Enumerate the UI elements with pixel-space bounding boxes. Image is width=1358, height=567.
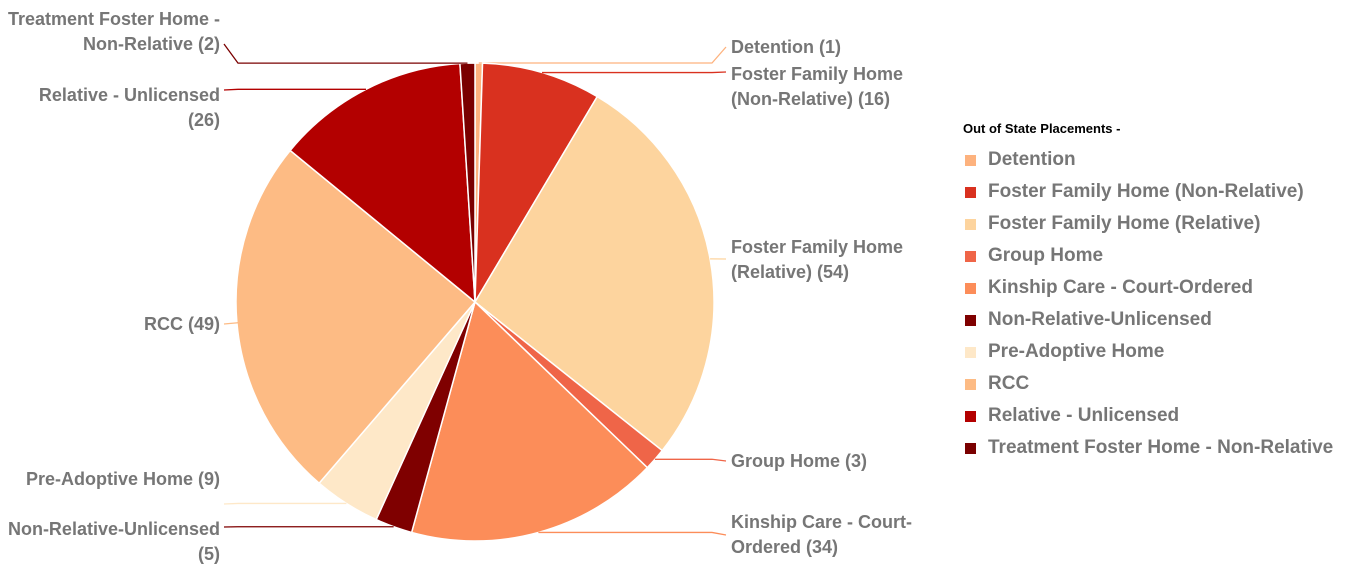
leader-line bbox=[223, 322, 239, 325]
legend-item: Treatment Foster Home - Non-Relative bbox=[965, 435, 1350, 460]
data-label: RCC (49) bbox=[143, 314, 220, 334]
legend-item: Foster Family Home (Non-Relative) bbox=[965, 179, 1350, 204]
legend-label: Kinship Care - Court-Ordered bbox=[988, 277, 1253, 298]
legend-item: Kinship Care - Court-Ordered bbox=[965, 275, 1350, 300]
data-label: Group Home (3) bbox=[731, 451, 868, 471]
pie-slice bbox=[474, 95, 715, 452]
legend-label: Foster Family Home (Relative) bbox=[988, 213, 1261, 234]
legend-label: Treatment Foster Home - Non-Relative bbox=[988, 437, 1334, 458]
legend-swatch bbox=[965, 283, 976, 294]
legend-label: Non-Relative-Unlicensed bbox=[988, 309, 1212, 330]
data-label: Treatment Foster Home - Non-Relative (2) bbox=[7, 9, 220, 54]
leader-line bbox=[478, 46, 727, 64]
data-label: Detention (1) bbox=[731, 37, 841, 57]
legend-swatch bbox=[965, 187, 976, 198]
legend-label: Relative - Unlicensed bbox=[988, 405, 1180, 426]
leader-line bbox=[223, 88, 366, 91]
leader-line bbox=[542, 71, 727, 74]
leader-line bbox=[538, 531, 727, 536]
data-label: Foster Family Home (Relative) (54) bbox=[731, 237, 904, 282]
legend-item: Foster Family Home (Relative) bbox=[965, 211, 1350, 236]
data-label: Relative - Unlicensed (26) bbox=[38, 85, 220, 130]
legend-label: Pre-Adoptive Home bbox=[988, 341, 1165, 362]
legend-label: Group Home bbox=[988, 245, 1104, 266]
legend-title: Out of State Placements - bbox=[963, 121, 1121, 136]
pie-slice bbox=[289, 62, 476, 304]
legend-item: Pre-Adoptive Home bbox=[965, 339, 1350, 364]
legend-label: Foster Family Home (Non-Relative) bbox=[988, 181, 1304, 202]
legend-item: RCC bbox=[965, 371, 1350, 396]
data-label: Kinship Care - Court-Ordered (34) bbox=[731, 512, 913, 557]
legend-swatch bbox=[965, 347, 976, 358]
legend-label: RCC bbox=[988, 373, 1030, 394]
legend-label: Detention bbox=[988, 149, 1076, 170]
legend-swatch bbox=[965, 219, 976, 230]
leader-line bbox=[223, 502, 347, 505]
data-label: Non-Relative-Unlicensed (5) bbox=[7, 519, 220, 564]
legend-swatch bbox=[965, 315, 976, 326]
legend-item: Non-Relative-Unlicensed bbox=[965, 307, 1350, 332]
legend-item: Detention bbox=[965, 147, 1350, 172]
pie-slice bbox=[410, 300, 649, 542]
data-label: Pre-Adoptive Home (9) bbox=[25, 469, 220, 489]
legend-swatch bbox=[965, 155, 976, 166]
legend-item: Relative - Unlicensed bbox=[965, 403, 1350, 428]
leader-line bbox=[223, 43, 468, 64]
data-label: Foster Family Home (Non-Relative) (16) bbox=[731, 64, 904, 109]
legend-swatch bbox=[965, 443, 976, 454]
legend-swatch bbox=[965, 379, 976, 390]
legend-swatch bbox=[965, 251, 976, 262]
legend-item: Group Home bbox=[965, 243, 1350, 268]
leader-line bbox=[654, 458, 727, 462]
legend-swatch bbox=[965, 411, 976, 422]
